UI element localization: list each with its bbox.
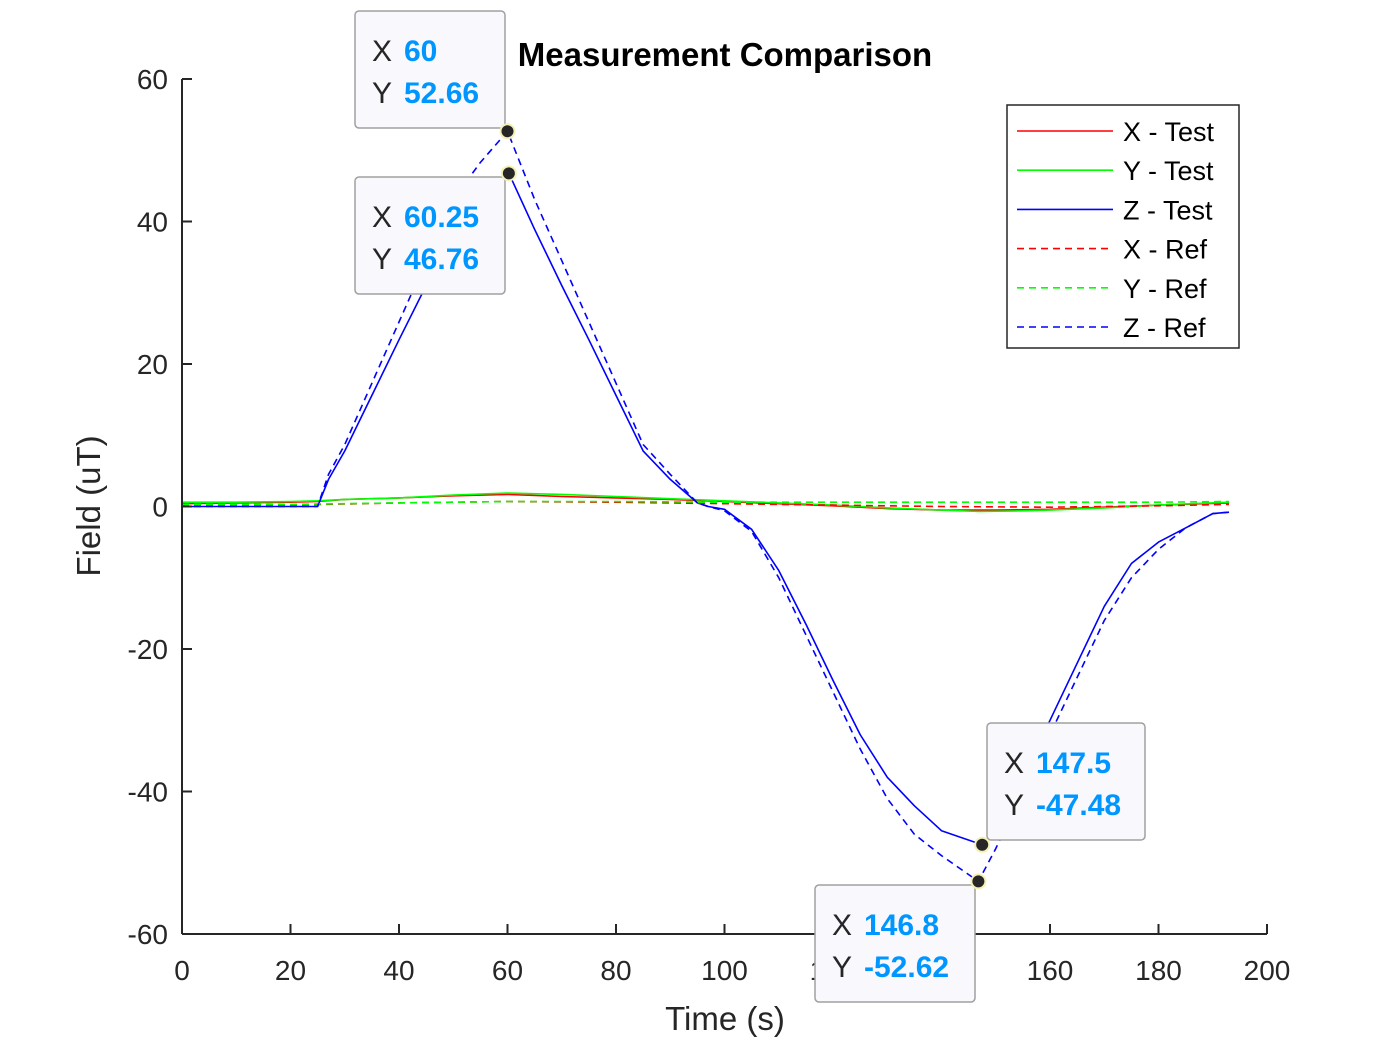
datatip[interactable]: X 60.25 Y 46.76 <box>354 165 517 295</box>
x-tick-label: 200 <box>1244 955 1291 986</box>
legend-label: Y - Test <box>1123 156 1214 186</box>
x-tick-label: 180 <box>1135 955 1182 986</box>
y-axis-label: Field (uT) <box>70 435 107 576</box>
series-line-y-test <box>182 492 1230 513</box>
datatip-y-value: 46.76 <box>404 243 479 276</box>
datatip[interactable]: X 146.8 Y -52.62 <box>814 873 987 1003</box>
datatip-x-key: X <box>1004 747 1024 780</box>
datatip-marker[interactable] <box>500 165 517 182</box>
datatip-x-key: X <box>372 35 392 68</box>
datatip-x-value: 60.25 <box>404 201 479 234</box>
y-tick-label: 20 <box>137 349 168 380</box>
datatip-marker[interactable] <box>970 873 987 890</box>
datatips-layer: X 60 Y 52.66 X 60.25 Y 46.76 X 147.5 Y -47.48 X 146.8… <box>354 10 1146 1003</box>
y-tick-label: -60 <box>128 919 168 950</box>
x-tick-label: 160 <box>1027 955 1074 986</box>
datatip-marker[interactable] <box>974 836 991 853</box>
chart-title: Measurement Comparison <box>518 36 932 73</box>
datatip-box <box>986 722 1146 841</box>
datatip-y-key: Y <box>372 77 392 110</box>
legend-label: Z - Test <box>1123 195 1213 225</box>
datatip-x-key: X <box>832 909 852 942</box>
series-layer <box>181 130 1230 883</box>
datatip-box <box>354 176 506 295</box>
datatip-y-key: Y <box>372 243 392 276</box>
x-tick-label: 100 <box>701 955 748 986</box>
datatip[interactable]: X 60 Y 52.66 <box>354 10 516 140</box>
x-tick-label: 0 <box>174 955 190 986</box>
y-tick-label: -40 <box>128 777 168 808</box>
datatip-y-value: 52.66 <box>404 77 479 110</box>
legend-label: Y - Ref <box>1123 274 1207 304</box>
datatip-y-key: Y <box>1004 789 1024 822</box>
y-tick-label: -20 <box>128 634 168 665</box>
y-tick-label: 40 <box>137 207 168 238</box>
legend: X - Test Y - Test Z - Test X - Ref Y - Ref Z … <box>1006 104 1240 349</box>
x-axis-label: Time (s) <box>665 1000 785 1037</box>
y-tick-label: 0 <box>152 492 168 523</box>
datatip-box <box>354 10 506 129</box>
datatip-y-value: -47.48 <box>1036 789 1121 822</box>
y-tick-label: 60 <box>137 64 168 95</box>
x-tick-label: 40 <box>383 955 414 986</box>
datatip-x-value: 60 <box>404 35 437 68</box>
legend-label: X - Test <box>1123 117 1215 147</box>
datatip-x-value: 147.5 <box>1036 747 1111 780</box>
series-line-z-ref <box>182 130 1230 883</box>
x-tick-label: 80 <box>600 955 631 986</box>
legend-label: Z - Ref <box>1123 313 1206 343</box>
x-tick-label: 60 <box>492 955 523 986</box>
datatip-y-value: -52.62 <box>864 951 949 984</box>
datatip-marker[interactable] <box>499 123 516 140</box>
datatip-x-key: X <box>372 201 392 234</box>
legend-box <box>1006 104 1240 349</box>
series-line-y-ref <box>182 500 1230 506</box>
x-tick-label: 20 <box>275 955 306 986</box>
datatip-box <box>814 884 976 1003</box>
datatip[interactable]: X 147.5 Y -47.48 <box>974 722 1146 853</box>
datatip-y-key: Y <box>832 951 852 984</box>
legend-label: X - Ref <box>1123 235 1208 265</box>
datatip-x-value: 146.8 <box>864 909 939 942</box>
